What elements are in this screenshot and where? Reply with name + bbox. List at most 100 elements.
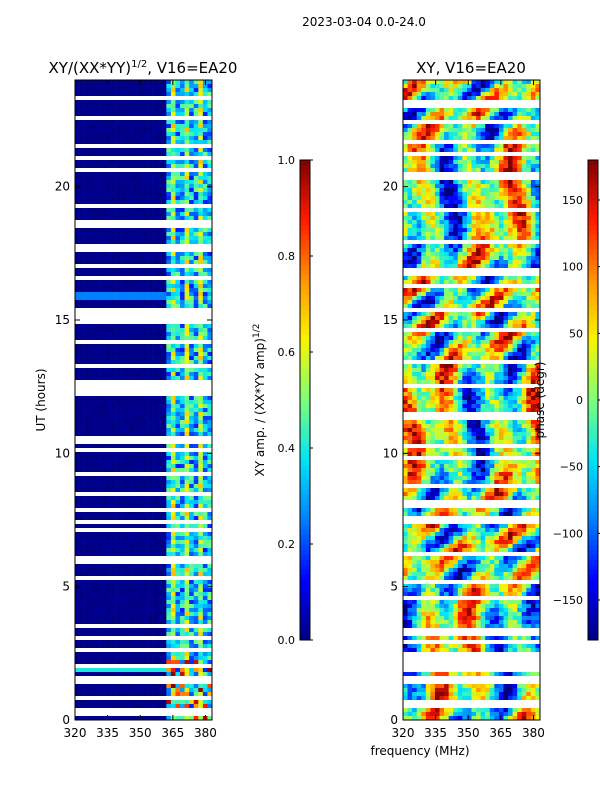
- amplitude-cell: [175, 460, 181, 465]
- amplitude-cell: [152, 96, 158, 101]
- amplitude-cell: [97, 84, 103, 89]
- amplitude-cell: [166, 108, 172, 113]
- amplitude-cell: [189, 232, 195, 237]
- amplitude-cell: [170, 180, 176, 185]
- amplitude-cell: [93, 84, 99, 89]
- amplitude-cell: [79, 460, 85, 465]
- amplitude-cell: [125, 376, 131, 381]
- amplitude-cell: [207, 236, 213, 241]
- amplitude-cell: [129, 388, 135, 393]
- amplitude-cell: [189, 396, 195, 401]
- amplitude-cell: [202, 252, 208, 257]
- amplitude-cell: [84, 188, 89, 193]
- amplitude-cell: [106, 696, 112, 701]
- amplitude-cell: [175, 328, 181, 333]
- amplitude-cell: [198, 488, 204, 493]
- amplitude-cell: [166, 316, 172, 321]
- amplitude-cell: [125, 404, 131, 409]
- amplitude-cell: [180, 512, 185, 517]
- amplitude-cell: [79, 80, 85, 85]
- amplitude-cell: [170, 408, 176, 413]
- amplitude-cell: [189, 600, 195, 605]
- amplitude-cell: [88, 604, 94, 609]
- amplitude-cell: [170, 424, 176, 429]
- amplitude-cell: [111, 404, 117, 409]
- amplitude-cell: [152, 580, 158, 585]
- amplitude-cell: [88, 432, 94, 437]
- amplitude-cell: [152, 440, 158, 445]
- amplitude-cell: [198, 424, 204, 429]
- amplitude-cell: [125, 688, 131, 693]
- amplitude-cell: [143, 376, 149, 381]
- amplitude-cell: [198, 284, 204, 289]
- amplitude-cell: [161, 520, 167, 525]
- amplitude-cell: [79, 640, 85, 645]
- amplitude-cell: [202, 376, 208, 381]
- amplitude-cell: [148, 392, 153, 397]
- amplitude-cell: [152, 128, 158, 133]
- amplitude-cell: [180, 592, 185, 597]
- amplitude-cell: [138, 692, 144, 697]
- amplitude-cell: [93, 672, 99, 677]
- amplitude-cell: [193, 692, 199, 697]
- amplitude-cell: [152, 248, 158, 253]
- amplitude-cell: [175, 356, 181, 361]
- amplitude-cell: [184, 184, 190, 189]
- amplitude-cell: [84, 104, 89, 109]
- amplitude-cell: [97, 236, 103, 241]
- amplitude-cell: [202, 380, 208, 385]
- amplitude-cell: [207, 360, 213, 365]
- amplitude-cell: [75, 160, 80, 165]
- amplitude-cell: [88, 196, 94, 201]
- amplitude-cell: [180, 704, 185, 709]
- amplitude-cell: [143, 296, 149, 301]
- amplitude-cell: [88, 576, 94, 581]
- amplitude-cell: [134, 424, 140, 429]
- amplitude-cell: [125, 352, 131, 357]
- amplitude-cell: [207, 512, 213, 517]
- amplitude-cell: [134, 504, 140, 509]
- amplitude-cell: [207, 116, 213, 121]
- amplitude-cell: [111, 692, 117, 697]
- amplitude-cell: [148, 612, 153, 617]
- amplitude-cell: [120, 380, 126, 385]
- amplitude-cell: [116, 388, 121, 393]
- amplitude-cell: [148, 436, 153, 441]
- amplitude-cell: [106, 336, 112, 341]
- amplitude-cell: [170, 312, 176, 317]
- amplitude-cell: [166, 568, 172, 573]
- amplitude-cell: [189, 368, 195, 373]
- amplitude-cell: [202, 696, 208, 701]
- amplitude-cell: [75, 404, 80, 409]
- amplitude-cell: [202, 476, 208, 481]
- amplitude-cell: [111, 688, 117, 693]
- amplitude-cell: [97, 364, 103, 369]
- amplitude-cell: [143, 120, 149, 125]
- amplitude-cell: [148, 96, 153, 101]
- amplitude-cell: [170, 212, 176, 217]
- amplitude-cell: [111, 220, 117, 225]
- amplitude-cell: [88, 176, 94, 181]
- amplitude-cell: [97, 548, 103, 553]
- amplitude-cell: [125, 700, 131, 705]
- amplitude-cell: [116, 248, 121, 253]
- amplitude-cell: [125, 280, 131, 285]
- amplitude-cell: [84, 524, 89, 529]
- amplitude-cell: [166, 124, 172, 129]
- amplitude-cell: [106, 412, 112, 417]
- amplitude-cell: [152, 560, 158, 565]
- amplitude-cell: [134, 660, 140, 665]
- amplitude-cell: [166, 148, 172, 153]
- amplitude-cell: [148, 684, 153, 689]
- amplitude-cell: [143, 284, 149, 289]
- amplitude-cell: [180, 668, 185, 673]
- amplitude-cell: [143, 392, 149, 397]
- amplitude-cell: [198, 224, 204, 229]
- amplitude-cell: [129, 228, 135, 233]
- amplitude-cell: [111, 472, 117, 477]
- amplitude-cell: [189, 156, 195, 161]
- amplitude-cell: [116, 184, 121, 189]
- amplitude-cell: [170, 488, 176, 493]
- amplitude-cell: [106, 444, 112, 449]
- amplitude-cell: [129, 520, 135, 525]
